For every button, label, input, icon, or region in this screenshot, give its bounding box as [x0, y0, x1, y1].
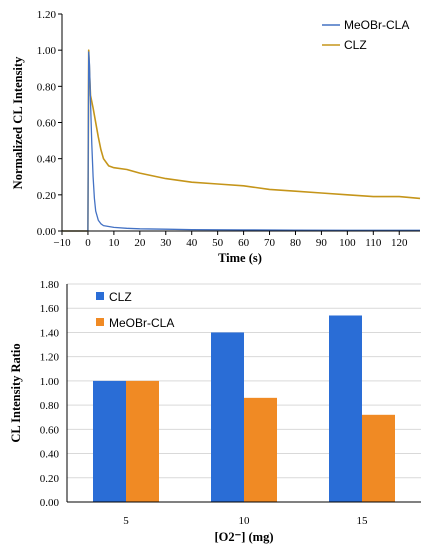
kinetics-chart: 0.00 0.20 0.40 0.60 0.80 1.00 1.20 −10 0 10 20 30 4… — [11, 9, 421, 265]
y-tick-label: 0.20 — [37, 190, 57, 202]
bar-meobr-cla-10 — [244, 397, 277, 502]
x-tick-label: 40 — [186, 237, 198, 249]
x-tick-label: 100 — [339, 237, 356, 249]
x-tick-labels: −10 0 10 20 30 40 50 60 70 80 90 100 110 120 — [53, 231, 408, 249]
x-axis-title: [O2⁻] (mg) — [214, 530, 273, 544]
bar-meobr-cla-5 — [126, 380, 159, 502]
ratio-bar-chart: 0.00 0.20 0.40 0.60 0.80 1.00 1.20 1.40 1.60 1.80… — [9, 279, 421, 544]
y-tick-label: 0.00 — [40, 497, 60, 509]
bar-clz-15 — [329, 315, 362, 502]
legend-label-clz: CLZ — [109, 290, 132, 304]
y-tick-label: 0.00 — [37, 226, 57, 238]
legend-label-meobr-cla: MeOBr-CLA — [344, 18, 409, 32]
series-line-meobr-cla — [62, 51, 420, 232]
y-tick-label: 1.20 — [40, 352, 60, 364]
y-tick-label: 0.80 — [40, 400, 60, 412]
y-tick-label: 1.20 — [37, 9, 57, 21]
x-tick-label: 50 — [212, 237, 224, 249]
x-tick-label: 120 — [391, 237, 408, 249]
bar-clz-5 — [93, 380, 126, 502]
y-tick-label: 0.60 — [40, 424, 60, 436]
kinetics-legend: MeOBr-CLA CLZ — [322, 18, 409, 52]
x-tick-label: 10 — [108, 237, 120, 249]
y-tick-label: 0.40 — [40, 449, 60, 461]
y-axis-title: Normalized CL Intensity — [11, 56, 25, 189]
ratio-legend: CLZ MeOBr-CLA — [96, 290, 174, 330]
x-tick-label: 70 — [264, 237, 276, 249]
y-tick-label: 1.60 — [40, 303, 60, 315]
legend-swatch-meobr-cla — [96, 318, 104, 326]
category-label: 5 — [123, 515, 129, 527]
x-tick-label: 110 — [365, 237, 382, 249]
series-line-clz — [62, 49, 421, 232]
category-labels: 5 10 15 — [123, 515, 368, 527]
y-tick-label: 0.40 — [37, 154, 57, 166]
y-tick-labels: 0.00 0.20 0.40 0.60 0.80 1.00 1.20 1.40 1.60 1.80 — [40, 279, 60, 509]
x-tick-label: 90 — [316, 237, 328, 249]
category-label: 10 — [239, 515, 251, 527]
x-tick-label: 60 — [238, 237, 250, 249]
y-tick-label: 1.00 — [37, 45, 57, 57]
y-tick-label: 1.80 — [40, 279, 60, 291]
y-tick-label: 1.00 — [40, 376, 60, 388]
legend-label-clz: CLZ — [344, 38, 367, 52]
bar-meobr-cla-15 — [362, 414, 395, 502]
y-tick-labels: 0.00 0.20 0.40 0.60 0.80 1.00 1.20 — [37, 9, 62, 238]
y-tick-label: 1.40 — [40, 327, 60, 339]
x-tick-label: 0 — [85, 237, 91, 249]
x-tick-label: 30 — [160, 237, 172, 249]
x-axis-title: Time (s) — [218, 251, 262, 265]
x-tick-label: 80 — [290, 237, 302, 249]
legend-label-meobr-cla: MeOBr-CLA — [109, 316, 174, 330]
y-axis-title: CL Intensity Ratio — [9, 343, 23, 442]
legend-swatch-clz — [96, 292, 104, 300]
x-tick-label: −10 — [53, 237, 71, 249]
x-tick-label: 20 — [134, 237, 146, 249]
y-tick-label: 0.80 — [37, 81, 57, 93]
category-label: 15 — [357, 515, 369, 527]
y-tick-label: 0.60 — [37, 118, 57, 130]
y-tick-label: 0.20 — [40, 473, 60, 485]
bar-clz-10 — [211, 332, 244, 502]
